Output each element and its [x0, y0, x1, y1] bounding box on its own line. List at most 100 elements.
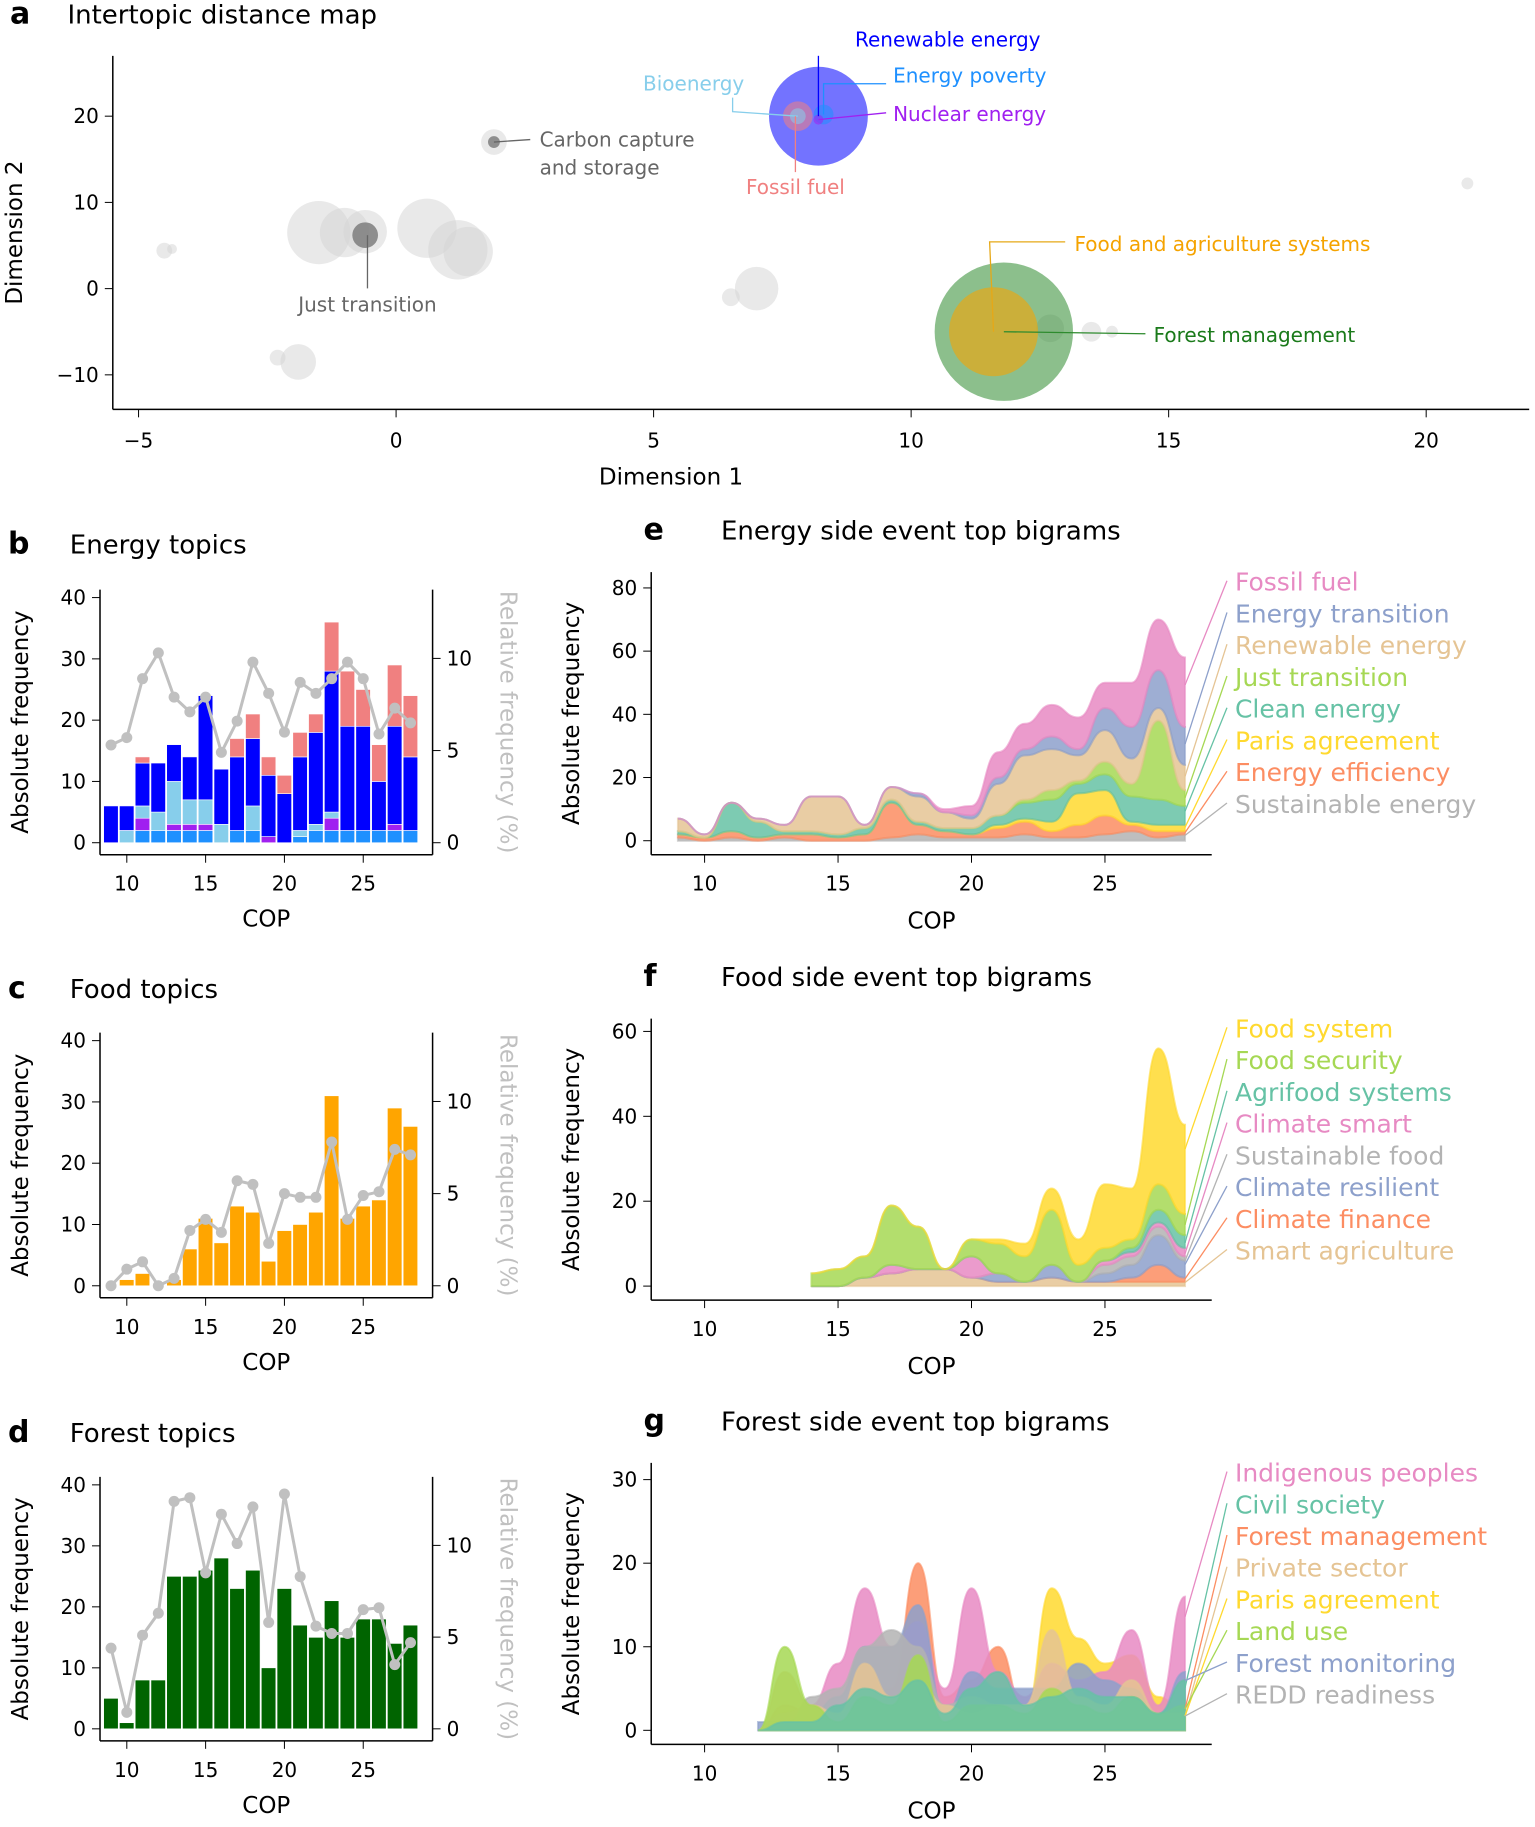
- x-tick-label-d: 25: [351, 1758, 376, 1782]
- y-axis-label-a: Dimension 2: [2, 160, 28, 304]
- panel-title-f: Food side event top bigrams: [721, 963, 1092, 993]
- legend-entry-redd-readiness: REDD readiness: [1235, 1681, 1435, 1710]
- legend-entry-energy-transition: Energy transition: [1235, 599, 1450, 628]
- x-axis-label-g: COP: [907, 1798, 955, 1824]
- legend-entry-sustainable-food: Sustainable food: [1235, 1141, 1444, 1170]
- bar-energy-poverty: [355, 830, 371, 844]
- legend-leader-line: [1184, 1122, 1228, 1254]
- relative-frequency-point: [373, 728, 385, 740]
- bar-forest-topics: [213, 1557, 229, 1730]
- bar-forest-topics: [308, 1637, 324, 1730]
- bar-renewable-energy: [229, 756, 245, 831]
- relative-frequency-point: [278, 726, 290, 738]
- leader-line: [1003, 331, 1146, 335]
- panel-letter-g: g: [644, 1403, 665, 1438]
- panel-title-d: Forest topics: [70, 1419, 236, 1449]
- bar-forest-topics: [276, 1588, 292, 1730]
- panel-title-e: Energy side event top bigrams: [721, 517, 1121, 547]
- topic-label: Forest management: [1154, 323, 1356, 347]
- y-axis-label-e: Absolute frequency: [559, 602, 585, 825]
- relative-frequency-point: [137, 1256, 149, 1268]
- legend-entry-private-sector: Private sector: [1235, 1554, 1408, 1583]
- bar-food-topics: [292, 1224, 308, 1287]
- topic-bubble: [269, 349, 286, 366]
- x-tick-label-f: 10: [692, 1317, 717, 1341]
- area-civil-society: [757, 1670, 1187, 1732]
- topic-bubble-nuclear-energy: [813, 114, 824, 125]
- y-tick-label-e: 20: [612, 766, 637, 790]
- area-food-system: [811, 1047, 1187, 1275]
- x-axis-label-b: COP: [242, 907, 290, 933]
- legend-leader-line: [1184, 1249, 1228, 1284]
- bar-food-topics: [182, 1248, 198, 1287]
- topic-label: Nuclear energy: [893, 102, 1046, 126]
- legend-entry-land-use: Land use: [1235, 1617, 1348, 1646]
- y-tick-label-a: 0: [86, 277, 99, 301]
- y-axis-label-d: Absolute frequency: [8, 1497, 34, 1720]
- relative-frequency-point: [137, 1629, 149, 1641]
- bar-food-topics: [371, 1199, 387, 1287]
- legend-entry-food-security: Food security: [1235, 1046, 1403, 1075]
- y-axis-label-f: Absolute frequency: [559, 1048, 585, 1271]
- area-fossil-fuel: [677, 618, 1187, 836]
- relative-frequency-point: [121, 1706, 133, 1718]
- bar-energy-poverty: [229, 830, 245, 844]
- topic-label: Food and agriculture systems: [1075, 232, 1371, 256]
- y2-tick-label-b: 0: [447, 831, 460, 855]
- relative-frequency-point: [231, 1538, 243, 1550]
- legend-leader-line: [1184, 1566, 1228, 1717]
- y-tick-label-f: 40: [612, 1104, 637, 1128]
- y-axis-label-g: Absolute frequency: [559, 1492, 585, 1715]
- bar-forest-topics: [134, 1679, 151, 1730]
- bar-food-topics: [402, 1126, 419, 1287]
- bar-renewable-energy: [182, 756, 198, 801]
- x-tick-label-d: 20: [272, 1758, 297, 1782]
- x-tick-label-c: 10: [114, 1315, 139, 1339]
- bar-food-topics: [276, 1230, 292, 1287]
- relative-frequency-point: [184, 1492, 196, 1504]
- bar-nuclear-energy: [197, 824, 214, 831]
- topic-bubble: [280, 344, 317, 380]
- leader-line: [731, 97, 798, 117]
- relative-frequency-point: [215, 1226, 227, 1238]
- legend-leader-line: [1184, 1154, 1228, 1262]
- y2-axis-label-b: Relative frequency (%): [495, 591, 521, 854]
- x-tick-label-e: 10: [692, 872, 717, 896]
- bar-renewable-energy: [276, 793, 292, 844]
- y2-axis-label-d: Relative frequency (%): [495, 1478, 521, 1741]
- legend-leader-line: [1184, 707, 1228, 812]
- relative-frequency-point: [105, 1280, 117, 1292]
- bar-renewable-energy: [119, 805, 135, 831]
- y2-tick-label-d: 0: [447, 1717, 460, 1741]
- bar-renewable-energy: [387, 725, 403, 825]
- legend-entry-forest-management: Forest management: [1235, 1522, 1487, 1551]
- bar-fossil-fuel: [245, 713, 261, 739]
- x-axis-label-e: COP: [907, 909, 955, 935]
- x-tick-label-a: −5: [124, 428, 153, 452]
- bar-forest-topics: [245, 1569, 261, 1730]
- leader-line: [493, 138, 531, 143]
- bar-food-topics: [213, 1242, 229, 1287]
- bar-food-topics: [339, 1218, 355, 1287]
- y-tick-label-b: 40: [61, 586, 86, 610]
- relative-frequency-point: [357, 1189, 369, 1201]
- relative-frequency-point: [121, 732, 133, 744]
- bar-food-topics: [387, 1107, 403, 1287]
- legend-entry-climate-resilient: Climate resilient: [1235, 1173, 1439, 1202]
- y2-tick-label-d: 10: [447, 1533, 472, 1557]
- x-tick-label-f: 15: [825, 1317, 850, 1341]
- legend-leader-line: [1184, 580, 1228, 686]
- bar-energy-poverty: [182, 830, 198, 844]
- y-tick-label-g: 20: [612, 1551, 637, 1575]
- relative-frequency-point: [168, 1272, 180, 1284]
- y-tick-label-d: 0: [73, 1717, 86, 1741]
- legend-leader-line: [1184, 1471, 1228, 1617]
- topic-label: Fossil fuel: [746, 175, 845, 199]
- x-tick-label-c: 15: [193, 1315, 218, 1339]
- bar-renewable-energy: [103, 805, 119, 844]
- x-tick-label-f: 20: [959, 1317, 984, 1341]
- y-tick-label-e: 60: [612, 639, 637, 663]
- relative-frequency-point: [263, 687, 275, 699]
- y-tick-label-a: −10: [57, 363, 99, 387]
- bar-renewable-energy: [339, 725, 355, 831]
